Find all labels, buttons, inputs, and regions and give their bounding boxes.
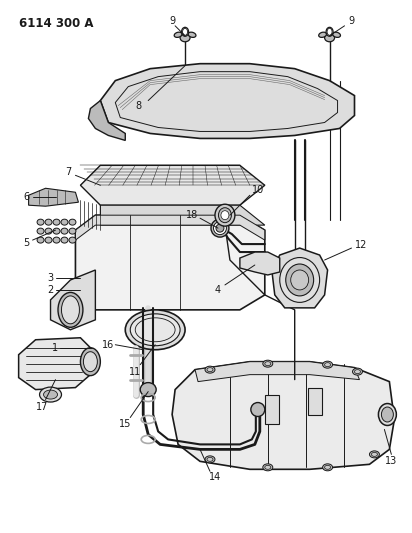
Ellipse shape (37, 228, 44, 234)
Ellipse shape (53, 237, 60, 243)
Polygon shape (265, 394, 279, 424)
Text: 5: 5 (23, 238, 30, 248)
Text: 11: 11 (129, 367, 141, 377)
Ellipse shape (69, 237, 76, 243)
Ellipse shape (205, 366, 215, 373)
Polygon shape (240, 252, 280, 275)
Ellipse shape (45, 228, 52, 234)
Ellipse shape (221, 211, 229, 220)
Ellipse shape (61, 296, 80, 324)
Ellipse shape (58, 293, 83, 327)
Ellipse shape (325, 362, 330, 367)
Polygon shape (28, 188, 78, 206)
Polygon shape (89, 101, 125, 140)
Text: 17: 17 (36, 401, 49, 411)
Ellipse shape (265, 465, 271, 470)
Ellipse shape (205, 456, 215, 463)
Ellipse shape (353, 368, 363, 375)
Ellipse shape (216, 224, 224, 232)
Ellipse shape (319, 32, 326, 37)
Ellipse shape (372, 453, 377, 456)
Polygon shape (19, 338, 90, 390)
Ellipse shape (325, 465, 330, 470)
Polygon shape (101, 205, 265, 225)
Ellipse shape (80, 348, 101, 376)
Ellipse shape (382, 407, 393, 422)
Ellipse shape (207, 457, 213, 462)
Ellipse shape (180, 34, 190, 42)
Ellipse shape (215, 204, 235, 226)
Ellipse shape (332, 32, 340, 37)
Polygon shape (172, 362, 394, 470)
Text: 6114 300 A: 6114 300 A (19, 17, 93, 30)
Ellipse shape (207, 368, 213, 372)
Text: 16: 16 (102, 340, 115, 350)
Ellipse shape (69, 219, 76, 225)
Ellipse shape (174, 32, 182, 37)
Ellipse shape (53, 219, 60, 225)
Ellipse shape (61, 219, 68, 225)
Text: 7: 7 (66, 167, 72, 177)
Ellipse shape (61, 228, 68, 234)
Ellipse shape (140, 383, 156, 397)
Ellipse shape (45, 219, 52, 225)
Polygon shape (51, 270, 95, 330)
Polygon shape (308, 387, 322, 416)
Text: 9: 9 (169, 16, 175, 26)
Polygon shape (75, 215, 265, 310)
Ellipse shape (182, 27, 189, 36)
Ellipse shape (44, 390, 58, 399)
Polygon shape (75, 215, 265, 240)
Text: 13: 13 (385, 456, 398, 466)
Text: 10: 10 (252, 185, 264, 195)
Ellipse shape (263, 360, 273, 367)
Ellipse shape (61, 237, 68, 243)
Polygon shape (101, 63, 354, 139)
Text: 6: 6 (23, 192, 30, 202)
Ellipse shape (323, 464, 332, 471)
Polygon shape (195, 362, 360, 382)
Ellipse shape (69, 228, 76, 234)
Ellipse shape (265, 362, 271, 366)
Text: 3: 3 (47, 273, 54, 283)
Ellipse shape (37, 237, 44, 243)
Text: 1: 1 (52, 343, 59, 353)
Ellipse shape (213, 222, 227, 235)
Ellipse shape (280, 257, 320, 302)
Ellipse shape (211, 219, 229, 237)
Ellipse shape (286, 264, 314, 296)
Polygon shape (272, 248, 328, 308)
Ellipse shape (263, 464, 273, 471)
Ellipse shape (37, 219, 44, 225)
Ellipse shape (188, 32, 196, 37)
Ellipse shape (354, 370, 360, 374)
Text: 4: 4 (215, 285, 221, 295)
Ellipse shape (323, 361, 332, 368)
Ellipse shape (218, 208, 232, 223)
Ellipse shape (83, 352, 97, 372)
Ellipse shape (45, 237, 52, 243)
Ellipse shape (251, 402, 265, 416)
Text: 8: 8 (135, 101, 141, 110)
Text: 12: 12 (355, 240, 368, 250)
Ellipse shape (125, 310, 185, 350)
Ellipse shape (378, 403, 396, 425)
Ellipse shape (291, 270, 309, 290)
Polygon shape (80, 165, 265, 205)
Ellipse shape (130, 314, 180, 346)
Ellipse shape (370, 451, 379, 458)
Text: 14: 14 (209, 472, 221, 482)
Ellipse shape (40, 387, 61, 402)
Ellipse shape (326, 27, 333, 36)
Text: 2: 2 (47, 285, 54, 295)
Ellipse shape (325, 34, 335, 42)
Text: 15: 15 (119, 419, 131, 430)
Ellipse shape (53, 228, 60, 234)
Text: 18: 18 (186, 210, 198, 220)
Text: 9: 9 (349, 16, 355, 26)
